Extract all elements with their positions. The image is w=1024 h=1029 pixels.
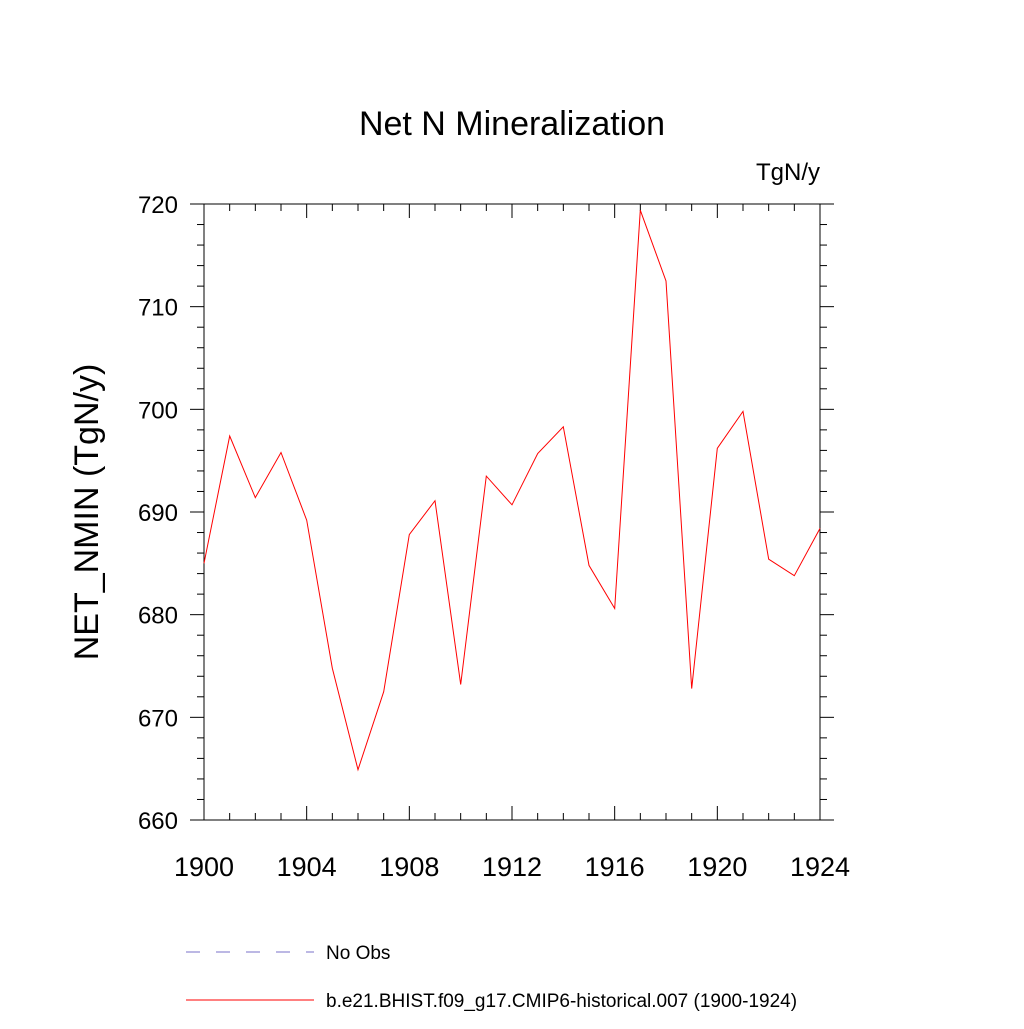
y-tick-label: 670 bbox=[138, 705, 178, 732]
y-tick-label: 720 bbox=[138, 192, 178, 219]
x-tick-label: 1916 bbox=[585, 852, 645, 882]
x-tick-label: 1908 bbox=[379, 852, 439, 882]
y-tick-label: 700 bbox=[138, 397, 178, 424]
units-label: TgN/y bbox=[756, 159, 820, 186]
chart-title: Net N Mineralization bbox=[359, 105, 665, 143]
y-tick-label: 680 bbox=[138, 603, 178, 630]
x-tick-label: 1924 bbox=[790, 852, 850, 882]
legend-label-1: b.e21.BHIST.f09_g17.CMIP6-historical.007… bbox=[326, 991, 797, 1012]
x-tick-label: 1920 bbox=[687, 852, 747, 882]
series-line-0 bbox=[203, 210, 821, 772]
legend-label-0: No Obs bbox=[326, 943, 390, 964]
x-tick-label: 1912 bbox=[482, 852, 542, 882]
axes-layer: 1900 1904 1908 1912 1916 1920 1924 660 670 680 690… bbox=[138, 192, 850, 882]
plot-frame bbox=[203, 203, 821, 821]
series-layer bbox=[203, 210, 821, 772]
y-tick-label: 710 bbox=[138, 295, 178, 322]
y-tick-label: 660 bbox=[138, 808, 178, 835]
x-tick-label: 1900 bbox=[174, 852, 234, 882]
y-tick-label: 690 bbox=[138, 500, 178, 527]
x-tick-label: 1904 bbox=[277, 852, 337, 882]
legend: No Obs b.e21.BHIST.f09_g17.CMIP6-historic… bbox=[186, 943, 797, 1012]
y-axis-label: NET_NMIN (TgN/y) bbox=[68, 364, 106, 661]
